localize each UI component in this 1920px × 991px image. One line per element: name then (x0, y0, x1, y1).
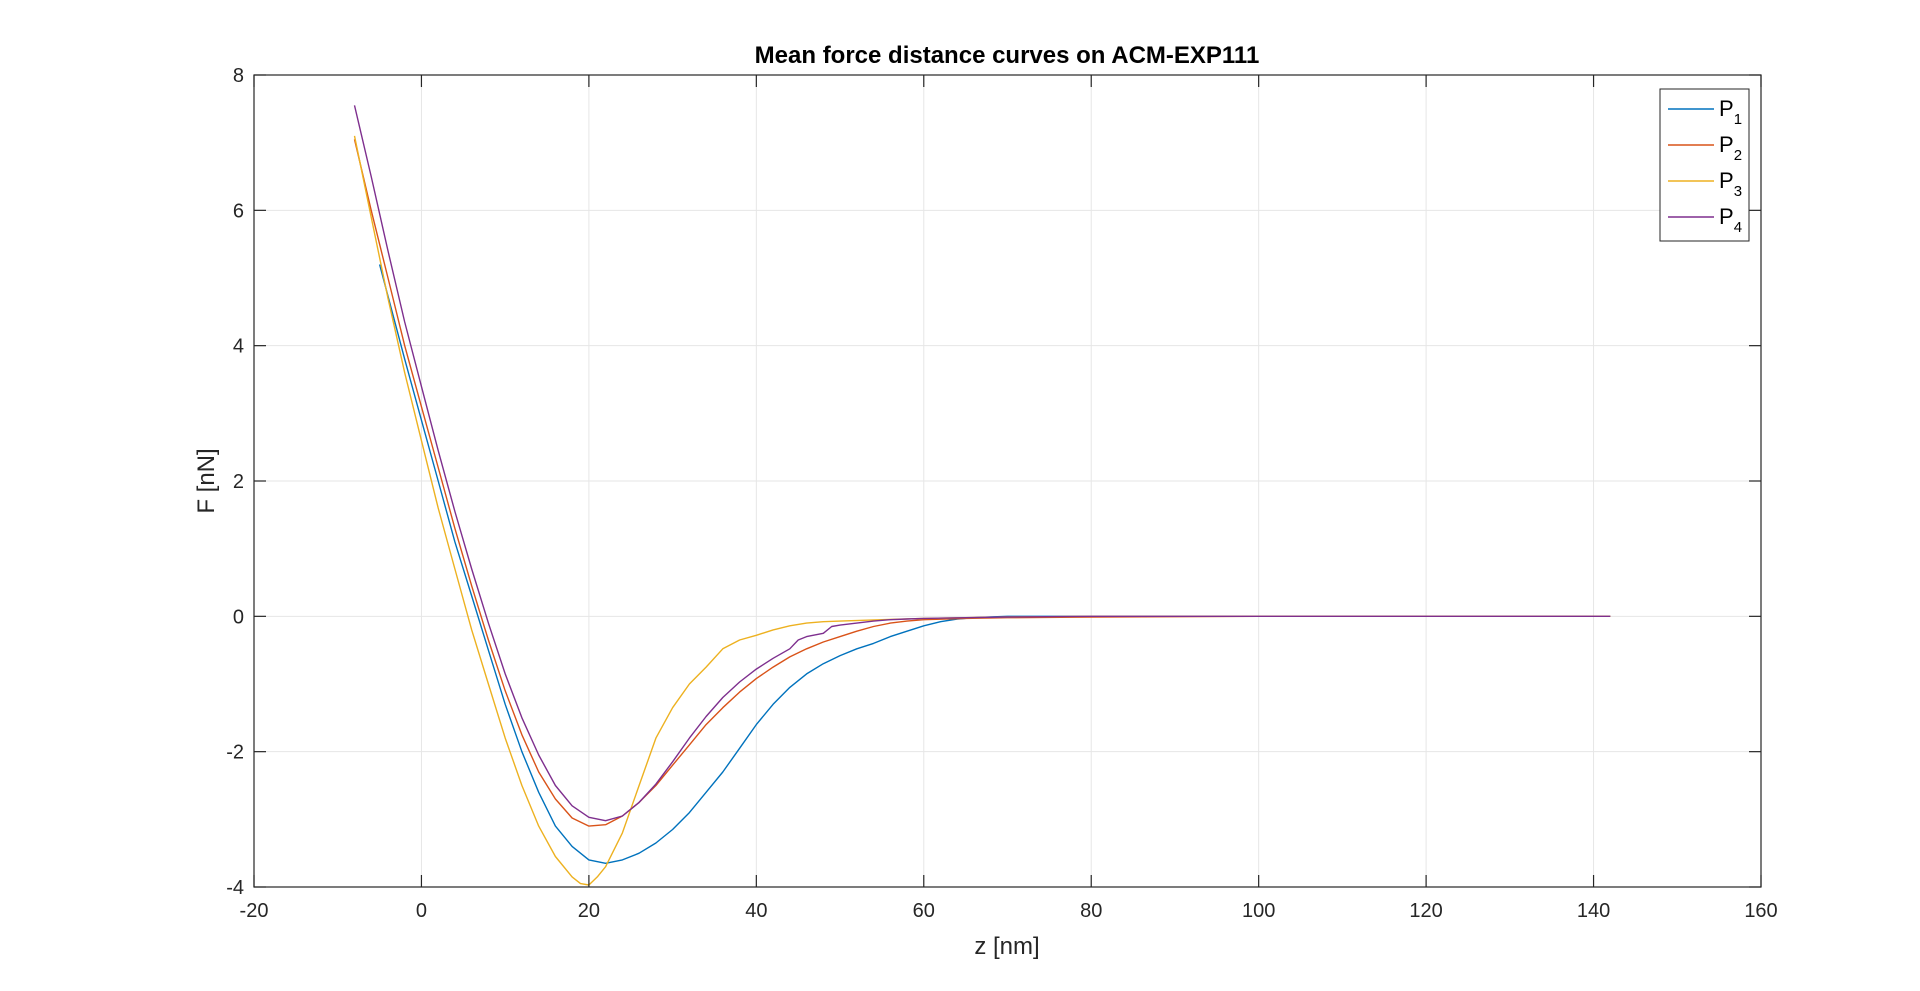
legend-entry-p3: P3 (1668, 168, 1742, 200)
legend-entry-p1: P1 (1668, 96, 1742, 128)
ticks (253, 74, 1762, 888)
chart-title: Mean force distance curves on ACM-EXP111 (755, 42, 1260, 69)
y-tick-label: -4 (226, 877, 244, 899)
x-tick-label: 100 (1242, 900, 1275, 922)
legend-entry-p2: P2 (1668, 132, 1742, 164)
y-tick-labels: -4 -2 0 2 4 6 8 (226, 65, 244, 899)
x-tick-label: 60 (913, 900, 935, 922)
y-tick-label: -2 (226, 742, 244, 764)
x-tick-label: 80 (1080, 900, 1102, 922)
y-tick-label: 2 (233, 471, 244, 493)
x-tick-label: 0 (416, 900, 427, 922)
x-tick-label: -20 (240, 900, 269, 922)
y-tick-label: 6 (233, 200, 244, 222)
legend-label: P4 (1719, 204, 1742, 236)
x-tick-labels: -20 0 20 40 60 80 100 120 140 160 (240, 900, 1778, 922)
series-line-p2 (353, 139, 1611, 827)
legend-box (1659, 88, 1750, 242)
y-axis-label: F [nN] (193, 448, 220, 513)
x-tick-label: 40 (745, 900, 767, 922)
x-tick-label: 20 (578, 900, 600, 922)
legend-label: P3 (1719, 168, 1742, 200)
y-tick-label: 8 (233, 65, 244, 87)
legend-label: P2 (1719, 132, 1742, 164)
series-lines (353, 105, 1611, 886)
x-tick-label: 120 (1409, 900, 1442, 922)
y-tick-label: 0 (233, 606, 244, 628)
y-tick-label: 4 (233, 336, 244, 358)
x-tick-label: 160 (1744, 900, 1777, 922)
x-tick-label: 140 (1577, 900, 1610, 922)
legend: P1 P2 P3 P4 (1659, 88, 1750, 242)
legend-label: P1 (1719, 96, 1742, 128)
legend-entry-p4: P4 (1668, 204, 1742, 236)
x-axis-label: z [nm] (974, 933, 1039, 960)
series-line-p4 (353, 105, 1611, 822)
